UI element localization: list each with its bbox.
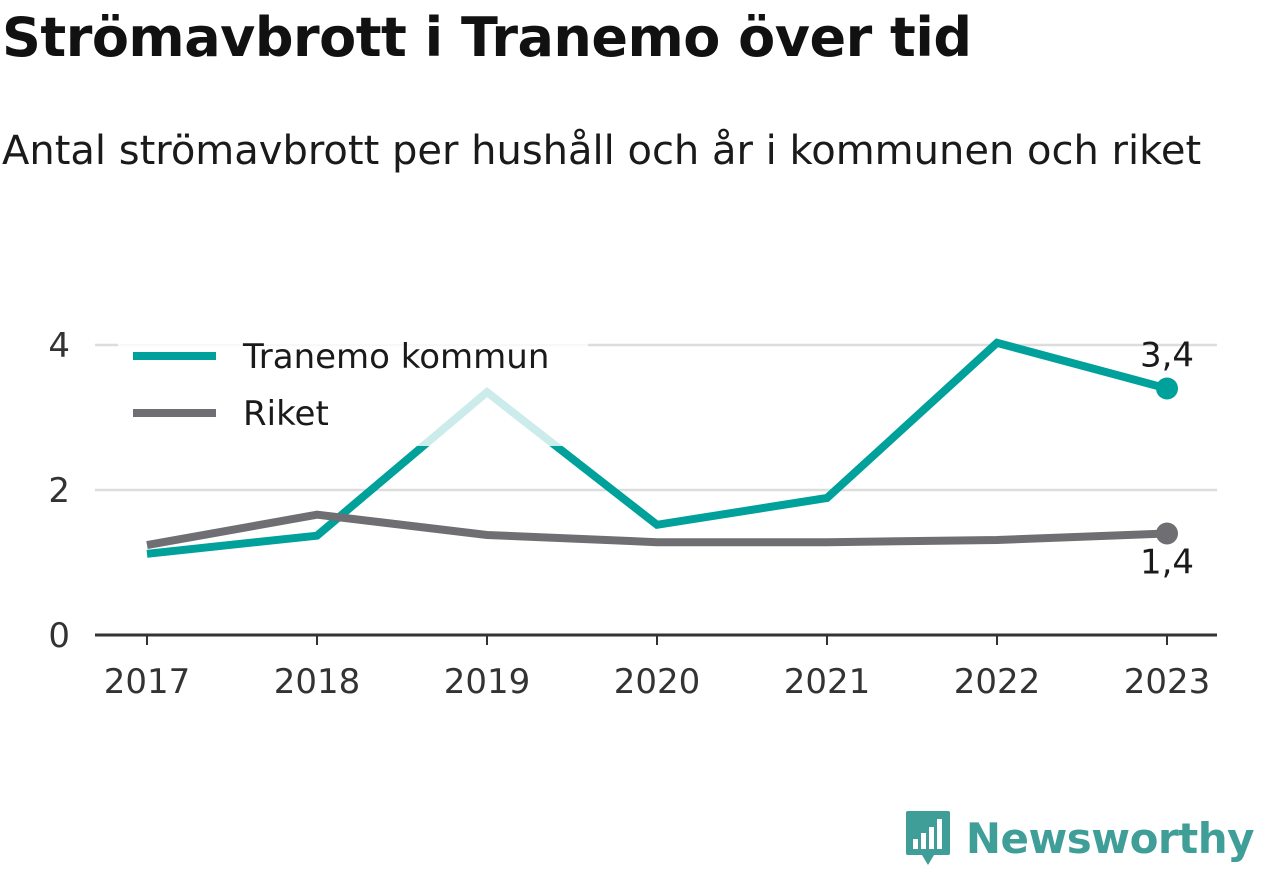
legend-label-1: Riket	[243, 394, 329, 434]
newsworthy-logo-icon	[905, 811, 950, 865]
x-tick-label: 2021	[784, 662, 871, 702]
y-tick-label: 4	[48, 326, 70, 366]
series-line-0	[146, 338, 1169, 558]
y-tick-label: 0	[48, 616, 70, 656]
legend-label-0: Tranemo kommun	[242, 337, 549, 377]
x-tick-label: 2018	[274, 662, 361, 702]
y-tick-label: 2	[48, 471, 70, 511]
series-end-marker-0	[1156, 377, 1178, 400]
newsworthy-brand: Newsworthy	[904, 809, 1255, 867]
x-tick-label: 2022	[954, 662, 1041, 702]
chart-subtitle: Antal strömavbrott per hushåll och år i …	[2, 128, 1202, 174]
x-tick-label: 2019	[444, 662, 531, 702]
series-end-marker-1	[1156, 522, 1178, 545]
x-tick-label: 2017	[104, 662, 191, 702]
x-tick-label: 2020	[614, 662, 701, 702]
x-tick-label: 2023	[1124, 662, 1211, 702]
legend-backdrop	[118, 322, 588, 446]
series-end-label-0: 3,4	[1140, 336, 1194, 376]
newsworthy-logo-text: Newsworthy	[965, 813, 1255, 863]
series-end-label-1: 1,4	[1140, 543, 1194, 583]
series-line-1	[146, 510, 1168, 550]
chart-title: Strömavbrott i Tranemo över tid	[2, 6, 972, 69]
